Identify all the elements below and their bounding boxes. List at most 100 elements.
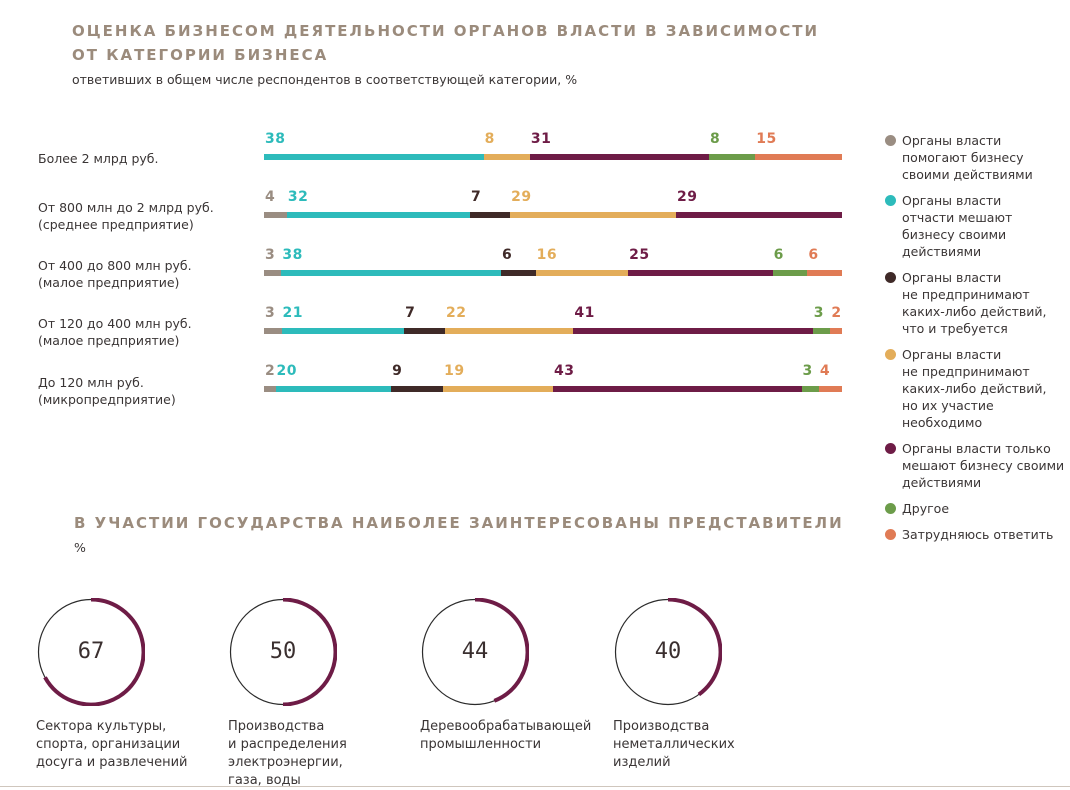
legend-swatch [885, 503, 896, 514]
donut-svg [614, 597, 723, 706]
legend-label: Органы власти помогают бизнесу своими де… [902, 133, 1033, 182]
data-label: 41 [574, 305, 595, 321]
legend-label: Органы власти только мешают бизнесу свои… [902, 441, 1065, 490]
data-label: 4 [819, 363, 831, 379]
bar-segment [676, 212, 842, 218]
bar-segment [264, 328, 282, 334]
data-label: 19 [444, 363, 465, 379]
donut-value: 40 [654, 639, 682, 664]
legend-label: Органы власти не предпринимают каких-либ… [902, 270, 1047, 336]
category-label: Более 2 млрд руб. [38, 151, 159, 166]
donut-chart: 40 [614, 597, 723, 706]
data-label: 38 [282, 247, 303, 263]
category-label: От 800 млн до 2 млрд руб. (среднее предп… [38, 200, 214, 232]
bar-segment [264, 212, 287, 218]
donut-label: Производства неметаллических изделий [613, 719, 735, 770]
bar-row [264, 386, 842, 392]
bar-segment [286, 212, 471, 218]
chart-title-line-2: ОТ КАТЕГОРИИ БИЗНЕСА [72, 46, 329, 64]
legend-swatch [885, 349, 896, 360]
donut-svg [229, 597, 338, 707]
bar-segment [264, 270, 282, 276]
donut-label: Производства и распределения электроэнер… [228, 719, 347, 788]
data-label: 7 [471, 189, 482, 205]
data-label: 8 [484, 131, 495, 147]
data-label: 3 [265, 247, 276, 263]
data-label: 20 [276, 363, 298, 379]
bar-segment [812, 328, 831, 334]
data-label: 2 [265, 363, 276, 379]
legend-item: Органы власти помогают бизнесу своими де… [885, 132, 1070, 183]
bar-segment [404, 328, 445, 334]
legend: Органы власти помогают бизнесу своими де… [885, 132, 1070, 552]
legend-swatch [885, 135, 896, 146]
data-label: 38 [265, 131, 286, 147]
page-bottom-rule [0, 786, 1070, 787]
donut-value: 44 [461, 639, 489, 664]
bar-segment [818, 386, 842, 392]
bar-segment [628, 270, 773, 276]
donut-chart: 50 [229, 597, 338, 707]
data-label: 8 [710, 131, 721, 147]
legend-item: Другое [885, 500, 1070, 517]
legend-item: Органы власти только мешают бизнесу свои… [885, 440, 1070, 491]
legend-label: Затрудняюсь ответить [902, 527, 1054, 542]
donut-label: Сектора культуры, спорта, организации до… [36, 719, 188, 770]
data-label: 32 [287, 189, 309, 205]
data-label: 21 [282, 305, 303, 321]
data-label: 16 [536, 247, 558, 263]
category-label: От 400 до 800 млн руб. (малое предприяти… [38, 258, 192, 290]
bar-segment [281, 270, 501, 276]
bar-segment [264, 154, 484, 160]
bar-segment [483, 154, 530, 160]
bar-segment [500, 270, 536, 276]
donut-label: Деревообрабатывающей промышленности [420, 719, 592, 752]
data-label: 29 [511, 189, 532, 205]
bar-segment [552, 386, 802, 392]
legend-item: Органы власти не предпринимают каких-либ… [885, 346, 1070, 431]
bar-segment [443, 386, 553, 392]
donut-arc [667, 597, 723, 697]
bar-segment [275, 386, 392, 392]
legend-swatch [885, 529, 896, 540]
bar-segment [281, 328, 405, 334]
data-label: 15 [756, 131, 777, 147]
legend-swatch [885, 195, 896, 206]
bar-segment [807, 270, 842, 276]
donut-arc [474, 597, 530, 703]
chart-subtitle: ответивших в общем числе респондентов в … [72, 72, 578, 87]
data-label: 6 [808, 247, 819, 263]
section-subtitle: % [74, 540, 86, 555]
category-label: От 120 до 400 млн руб. (малое предприяти… [38, 316, 192, 348]
data-label: 3 [813, 305, 825, 321]
data-label: 29 [677, 189, 698, 205]
bar-segment [264, 386, 276, 392]
data-label: 6 [773, 247, 784, 263]
data-label: 9 [392, 363, 403, 379]
donut-chart: 67 [37, 597, 146, 707]
bar-segment [535, 270, 629, 276]
bar-segment [529, 154, 710, 160]
chart-title-line-1: ОЦЕНКА БИЗНЕСОМ ДЕЯТЕЛЬНОСТИ ОРГАНОВ ВЛА… [72, 22, 820, 40]
bar-segment [391, 386, 444, 392]
legend-item: Органы власти отчасти мешают бизнесу сво… [885, 192, 1070, 260]
bar-segment [510, 212, 677, 218]
donut-svg [421, 597, 530, 706]
donut-svg [37, 597, 146, 707]
data-label: 3 [802, 363, 813, 379]
donut-value: 50 [269, 639, 297, 664]
bar-segment [573, 328, 813, 334]
data-label: 25 [629, 247, 650, 263]
donut-value: 67 [77, 639, 105, 664]
legend-swatch [885, 443, 896, 454]
data-label: 6 [501, 247, 513, 263]
data-label: 3 [265, 305, 276, 321]
data-label: 4 [265, 189, 276, 205]
donut-arc [43, 597, 146, 707]
data-label: 31 [530, 131, 552, 147]
legend-label: Органы власти отчасти мешают бизнесу сво… [902, 193, 1013, 259]
legend-label: Другое [902, 501, 950, 516]
data-label: 43 [554, 363, 575, 379]
data-label: 2 [831, 305, 842, 321]
donut-chart: 44 [421, 597, 530, 706]
